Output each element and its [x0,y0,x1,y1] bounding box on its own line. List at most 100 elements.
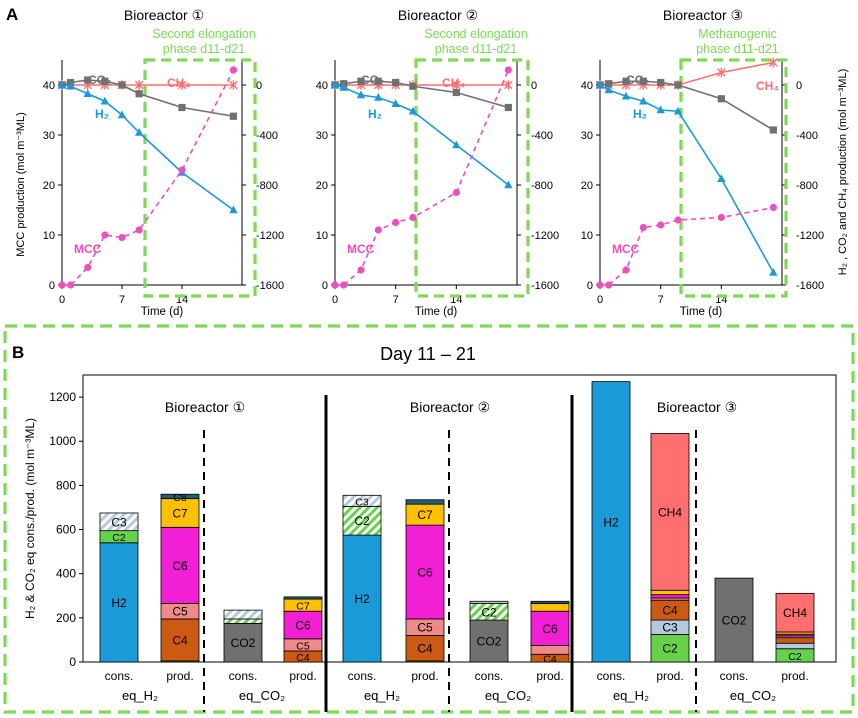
segment-label: C4 [296,652,310,664]
data-point-co2 [178,103,186,112]
series-label-co2: CO₂ [361,73,384,87]
segment-label: C4 [543,654,557,666]
bar-segment-c8 [405,499,445,505]
segment-label: C2 [481,605,497,619]
series-h2: H₂ [330,80,513,189]
segment-label: C7 [417,508,433,522]
segment-label: C3 [662,621,678,635]
stacked-bar: CO2 [223,609,263,663]
bar-segment-h2 [342,534,382,663]
data-point-co2 [392,78,400,87]
data-point-mcc [657,221,665,229]
segment-label: H2 [111,596,127,610]
y-tick-label: 600 [56,523,76,537]
data-point-mcc [178,166,186,174]
data-point-co2 [409,82,417,90]
segment-label: C4 [172,633,188,647]
bar-segment-c4 [405,635,445,662]
series-label-h2: H₂ [95,107,109,121]
data-point-h2 [656,105,665,114]
y-tick-label-left: 10 [316,230,328,242]
bar-segment-c8 [530,600,570,604]
segment-label: CH4 [783,606,807,620]
panel-b-frame [3,324,855,714]
bar-segment-c3 [342,494,382,507]
data-point-ch4 [229,80,238,90]
y-tick-label-left: 40 [316,80,328,92]
y-tick-label: 200 [56,611,76,625]
data-point-mcc [118,233,126,242]
series-mcc: MCC [596,203,777,289]
stacked-bar: H2 [591,381,631,663]
bar-label: cons. [348,669,377,683]
data-point-mcc [101,231,109,239]
segment-label: C2 [354,514,370,528]
data-point-h2 [769,268,778,276]
data-point-h2 [673,106,683,115]
bar-segment-c8 [160,493,200,500]
series-line-mcc [600,206,774,286]
bar-segment-c2 [342,505,382,536]
y-tick-label-right: 0 [256,80,262,92]
data-point-ch4 [769,57,778,68]
data-point-h2 [83,89,92,97]
x-tick-label: 0 [59,294,65,306]
chart-title: Bioreactor ② [398,7,478,23]
segment-label: H2 [603,515,619,529]
bar-label: prod. [536,669,563,683]
data-point-mcc [357,266,365,274]
bar-label: prod. [166,669,193,683]
reactor-title: Bioreactor ② [410,399,490,415]
data-point-mcc [66,281,75,289]
x-tick-label: 0 [332,294,338,306]
segment-label: C2 [112,532,126,544]
stacked-bar: H2 C2 C3 [99,512,139,663]
data-point-co2 [717,95,725,103]
data-point-ch4 [177,80,187,90]
data-point-h2 [229,205,238,214]
data-point-co2 [504,103,512,112]
data-point-h2 [717,174,726,182]
data-point-ch4 [452,80,461,90]
y-tick-label-right: -400 [256,130,278,142]
x-tick-label: 0 [597,294,603,306]
segment-label: C3 [111,515,127,529]
segment-label: C5 [296,640,310,652]
series-mcc: MCC [331,66,512,289]
data-point-co2 [769,126,777,134]
bar-segment-co2 [714,577,754,663]
group-label: eq_CO₂ [239,688,285,703]
reactor-title: Bioreactor ③ [657,399,737,415]
stacked-bar: C2 CH4 [775,592,815,663]
segment-label: C8 [173,492,187,504]
y-tick-label-right: -400 [531,130,553,142]
y-tick-label-left: 40 [581,80,593,92]
y-tick-label-right: 0 [531,80,537,92]
phase-box [679,58,788,298]
data-point-ch4 [504,80,513,90]
segment-label: CO2 [231,636,256,650]
segment-label: C2 [788,651,802,663]
y-tick-label: 0 [69,655,76,669]
stacked-bar: C2 C3 C4 CH4 [650,433,690,663]
segment-label: C6 [172,559,188,573]
data-point-mcc [452,188,460,197]
series-line-h2 [61,84,234,211]
data-point-mcc [229,66,238,74]
segment-label: H2 [354,592,370,606]
series-line-mcc [62,69,235,286]
data-point-h2 [391,99,400,107]
series-label-ch4: CH₄ [167,76,190,90]
y-tick-label-left: 20 [43,180,55,192]
data-point-h2 [504,180,513,189]
y-tick-label-right: -1200 [256,230,284,242]
y-tick-label: 1200 [49,390,76,404]
x-axis-label: Time (d) [415,306,458,318]
bar-segment-c3 [99,512,139,532]
series-label-co2: CO₂ [626,73,649,87]
data-point-co2 [135,90,143,98]
data-point-co2 [639,77,647,85]
